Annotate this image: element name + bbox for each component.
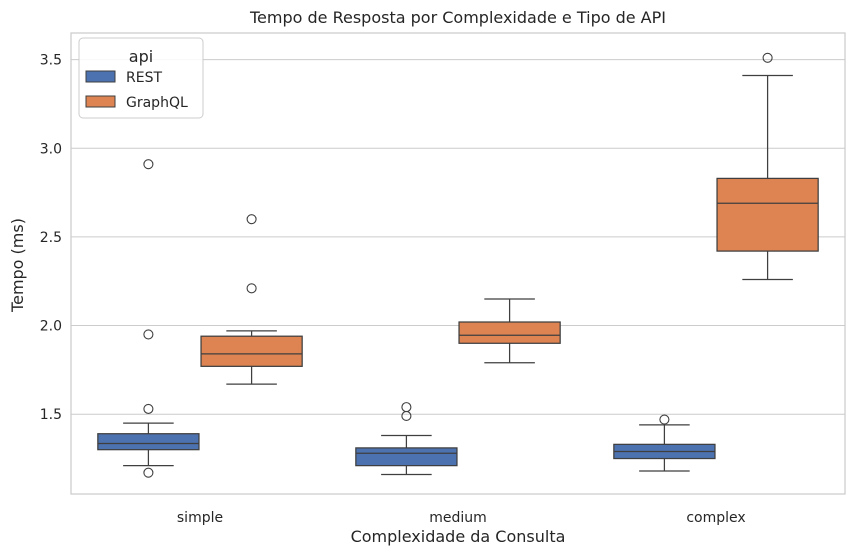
plot-frame (70, 32, 846, 495)
legend-label-rest: REST (126, 70, 162, 86)
outlier-point (246, 283, 257, 294)
y-tick-label: 2.5 (40, 230, 62, 246)
y-tick-label: 1.5 (40, 407, 62, 423)
x-axis-title: Complexidade da Consulta (351, 527, 566, 546)
box-rest-medium (355, 402, 458, 476)
axes: 1.5 2.0 2.5 3.0 3.5 simple medium complex (40, 32, 846, 526)
chart-title: Tempo de Resposta por Complexidade e Tip… (249, 8, 666, 27)
outlier-point (762, 52, 773, 63)
box-graphql-medium (458, 298, 561, 364)
outlier-point (143, 467, 154, 478)
outlier-point (143, 329, 154, 340)
y-axis-title: Tempo (ms) (8, 218, 27, 313)
box-iqr (355, 447, 458, 467)
legend-swatch-graphql (85, 95, 116, 108)
box-iqr (458, 321, 561, 344)
box-iqr (200, 335, 303, 367)
outlier-point (659, 414, 670, 425)
outlier-point (401, 402, 412, 413)
outlier-point (143, 159, 154, 170)
x-tick-label: medium (429, 510, 487, 526)
outlier-point (246, 214, 257, 225)
box-rest-complex (613, 414, 716, 472)
outlier-point (143, 403, 154, 414)
box-graphql-complex (716, 52, 819, 281)
x-tick-label: simple (177, 510, 223, 526)
box-iqr (97, 433, 200, 451)
y-tick-label: 3.5 (40, 53, 62, 69)
box-graphql-simple (200, 214, 303, 385)
legend: api REST GraphQL (78, 37, 204, 119)
box-iqr (716, 177, 819, 252)
legend-swatch-rest (85, 70, 116, 83)
box-rest-simple (97, 159, 200, 478)
y-tick-label: 2.0 (40, 319, 62, 335)
legend-label-graphql: GraphQL (126, 95, 188, 111)
outlier-point (401, 410, 412, 422)
box-series (97, 52, 819, 478)
y-tick-label: 3.0 (40, 141, 62, 157)
x-tick-label: complex (686, 510, 745, 526)
legend-title: api (129, 47, 153, 66)
